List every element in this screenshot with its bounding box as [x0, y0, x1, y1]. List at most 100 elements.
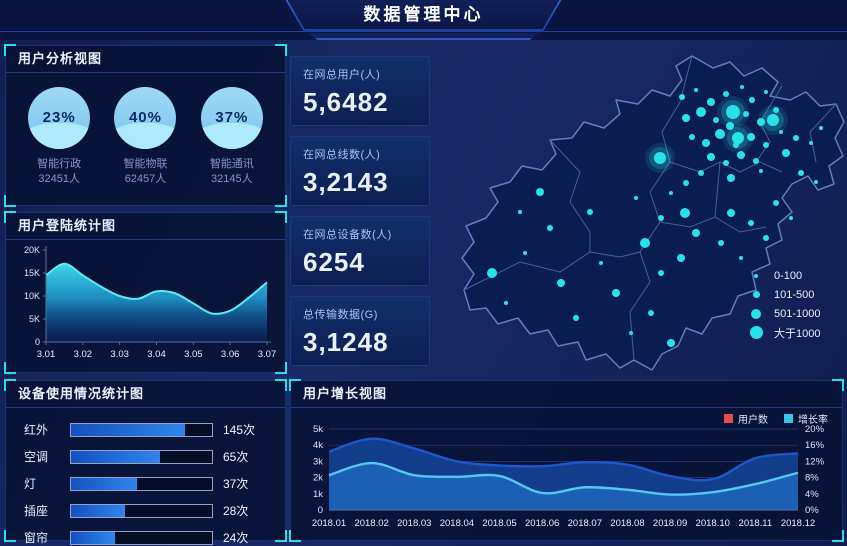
corner-accent-icon: [275, 211, 287, 223]
map-bubble: [707, 98, 715, 106]
map-bubble: [723, 160, 729, 166]
map-bubble: [743, 111, 749, 117]
panel-user-analysis: 用户分析视图 23% 智能行政 32451人 40% 智能物联 62457人: [4, 44, 287, 207]
x-tick-label: 2018.12: [781, 518, 815, 529]
corner-accent-icon: [4, 44, 16, 56]
corner-accent-icon: [275, 362, 287, 374]
gauge-percent: 23%: [42, 109, 76, 126]
y-left-label: 4k: [313, 440, 323, 451]
map-bubble: [727, 209, 735, 217]
legend-item-growth-rate[interactable]: 增长率: [784, 411, 828, 426]
map-legend-item[interactable]: 大于1000: [748, 323, 821, 342]
map-bubble: [629, 331, 633, 335]
x-tick-label: 3.05: [184, 349, 203, 360]
bubble-size-icon: [749, 326, 763, 339]
y-left-label: 2k: [313, 473, 323, 484]
legend-dot-box: [748, 273, 764, 278]
map-bubble: [763, 235, 769, 241]
bubble-size-icon: [751, 308, 761, 319]
map-bubble: [696, 107, 706, 117]
x-tick-label: 2018.10: [696, 518, 730, 529]
bar-track: [70, 476, 213, 491]
bar-row-aircon: 空调 65次: [24, 447, 267, 466]
y-right-label: 12%: [805, 456, 825, 467]
x-tick-label: 2018.07: [568, 518, 602, 529]
map-legend-item[interactable]: 0-100: [748, 266, 821, 285]
region-bubble-map: [461, 55, 845, 371]
header: 数据管理中心: [0, 0, 847, 40]
bar-track: [70, 422, 213, 437]
map-bubble: [713, 117, 719, 123]
map-bubble: [698, 170, 704, 176]
map-bubble: [640, 238, 650, 248]
login-area-chart: 0 5K 10K 15K 20K 3.01 3.02 3.03 3.04 3.05 3.06 3.07: [24, 245, 276, 360]
stat-value: 3,1248: [303, 327, 389, 357]
map-bubble: [753, 158, 759, 164]
map-bubble: [748, 220, 754, 226]
map-bubble: [773, 107, 779, 113]
map-bubble: [737, 151, 745, 159]
panel-login-stats: 用户登陆统计图 0 5K 10K 15K 20K 3.01 3.02 3.03 3.04 3.05…: [4, 211, 287, 374]
map-bubble: [749, 97, 755, 103]
y-right-label: 0%: [805, 505, 819, 516]
bar-value: 37次: [223, 477, 249, 491]
map-bubble: [732, 132, 744, 144]
map-bubble: [747, 133, 755, 141]
map-legend-item[interactable]: 101-500: [748, 285, 821, 304]
x-tick-label: 2018.03: [397, 518, 431, 529]
map-bubble: [759, 169, 763, 173]
bar-value: 145次: [223, 423, 256, 437]
panel-device-usage: 设备使用情况统计图 红外 145次 空调 65次 灯 37次 插座 28次: [4, 379, 287, 545]
y-left-label: 3k: [313, 456, 323, 467]
map-bubbles: [487, 85, 823, 347]
gauge-smart-admin: 23% 智能行政 32451人: [19, 87, 99, 187]
map-bubble: [504, 301, 508, 305]
bubble-size-icon: [752, 291, 760, 298]
map-district-borders: [463, 55, 837, 361]
bar-fill: [71, 423, 186, 436]
map-bubble: [740, 85, 744, 89]
y-right-label: 4%: [805, 489, 819, 500]
map-bubble: [677, 254, 685, 262]
map-bubble: [680, 208, 690, 218]
map-bubble: [727, 174, 735, 182]
gauge-circle: 23%: [28, 87, 91, 149]
x-tick-label: 2018.08: [610, 518, 644, 529]
gauge-count: 32451人: [38, 172, 80, 185]
corner-accent-icon: [4, 211, 16, 223]
stat-card-total-devices: 在网总设备数(人) 6254: [290, 216, 430, 286]
y-tick-label: 20K: [24, 245, 40, 255]
map-bubble: [523, 251, 527, 255]
bar-track: [70, 503, 213, 518]
corner-accent-icon: [275, 44, 287, 56]
x-tick-label: 3.06: [221, 349, 240, 360]
map-bubble: [793, 135, 799, 141]
map-bubble: [679, 94, 685, 100]
growth-rate-line: [328, 461, 799, 496]
legend-item-users[interactable]: 用户数: [724, 411, 768, 426]
x-tick-label: 3.01: [37, 349, 56, 360]
panel-title-login-stats: 用户登陆统计图: [6, 213, 285, 240]
stat-card-total-data: 总传输数据(G) 3,1248: [290, 296, 430, 366]
map-bubble: [782, 149, 790, 157]
legend-swatch-icon: [724, 414, 733, 423]
map-legend-item[interactable]: 501-1000: [748, 304, 821, 323]
map-bubble: [739, 256, 743, 260]
legend-dot-box: [748, 291, 764, 298]
gauge-percent: 37%: [215, 109, 249, 126]
map-bubble: [667, 339, 675, 347]
map-bubble: [773, 200, 779, 206]
corner-accent-icon: [275, 195, 287, 207]
bar-fill: [71, 531, 115, 544]
legend-label: 501-1000: [774, 307, 821, 320]
bar-track: [70, 449, 213, 464]
device-bar-chart: 红外 145次 空调 65次 灯 37次 插座 28次 窗帘: [6, 408, 285, 546]
legend-label: 增长率: [798, 415, 828, 426]
header-title-block: 数据管理中心: [286, 0, 562, 31]
page-title: 数据管理中心: [363, 5, 484, 24]
y-tick-label: 10K: [24, 291, 40, 301]
login-area: [46, 263, 267, 342]
map-bubble: [658, 270, 664, 276]
y-right-label: 8%: [805, 473, 819, 484]
